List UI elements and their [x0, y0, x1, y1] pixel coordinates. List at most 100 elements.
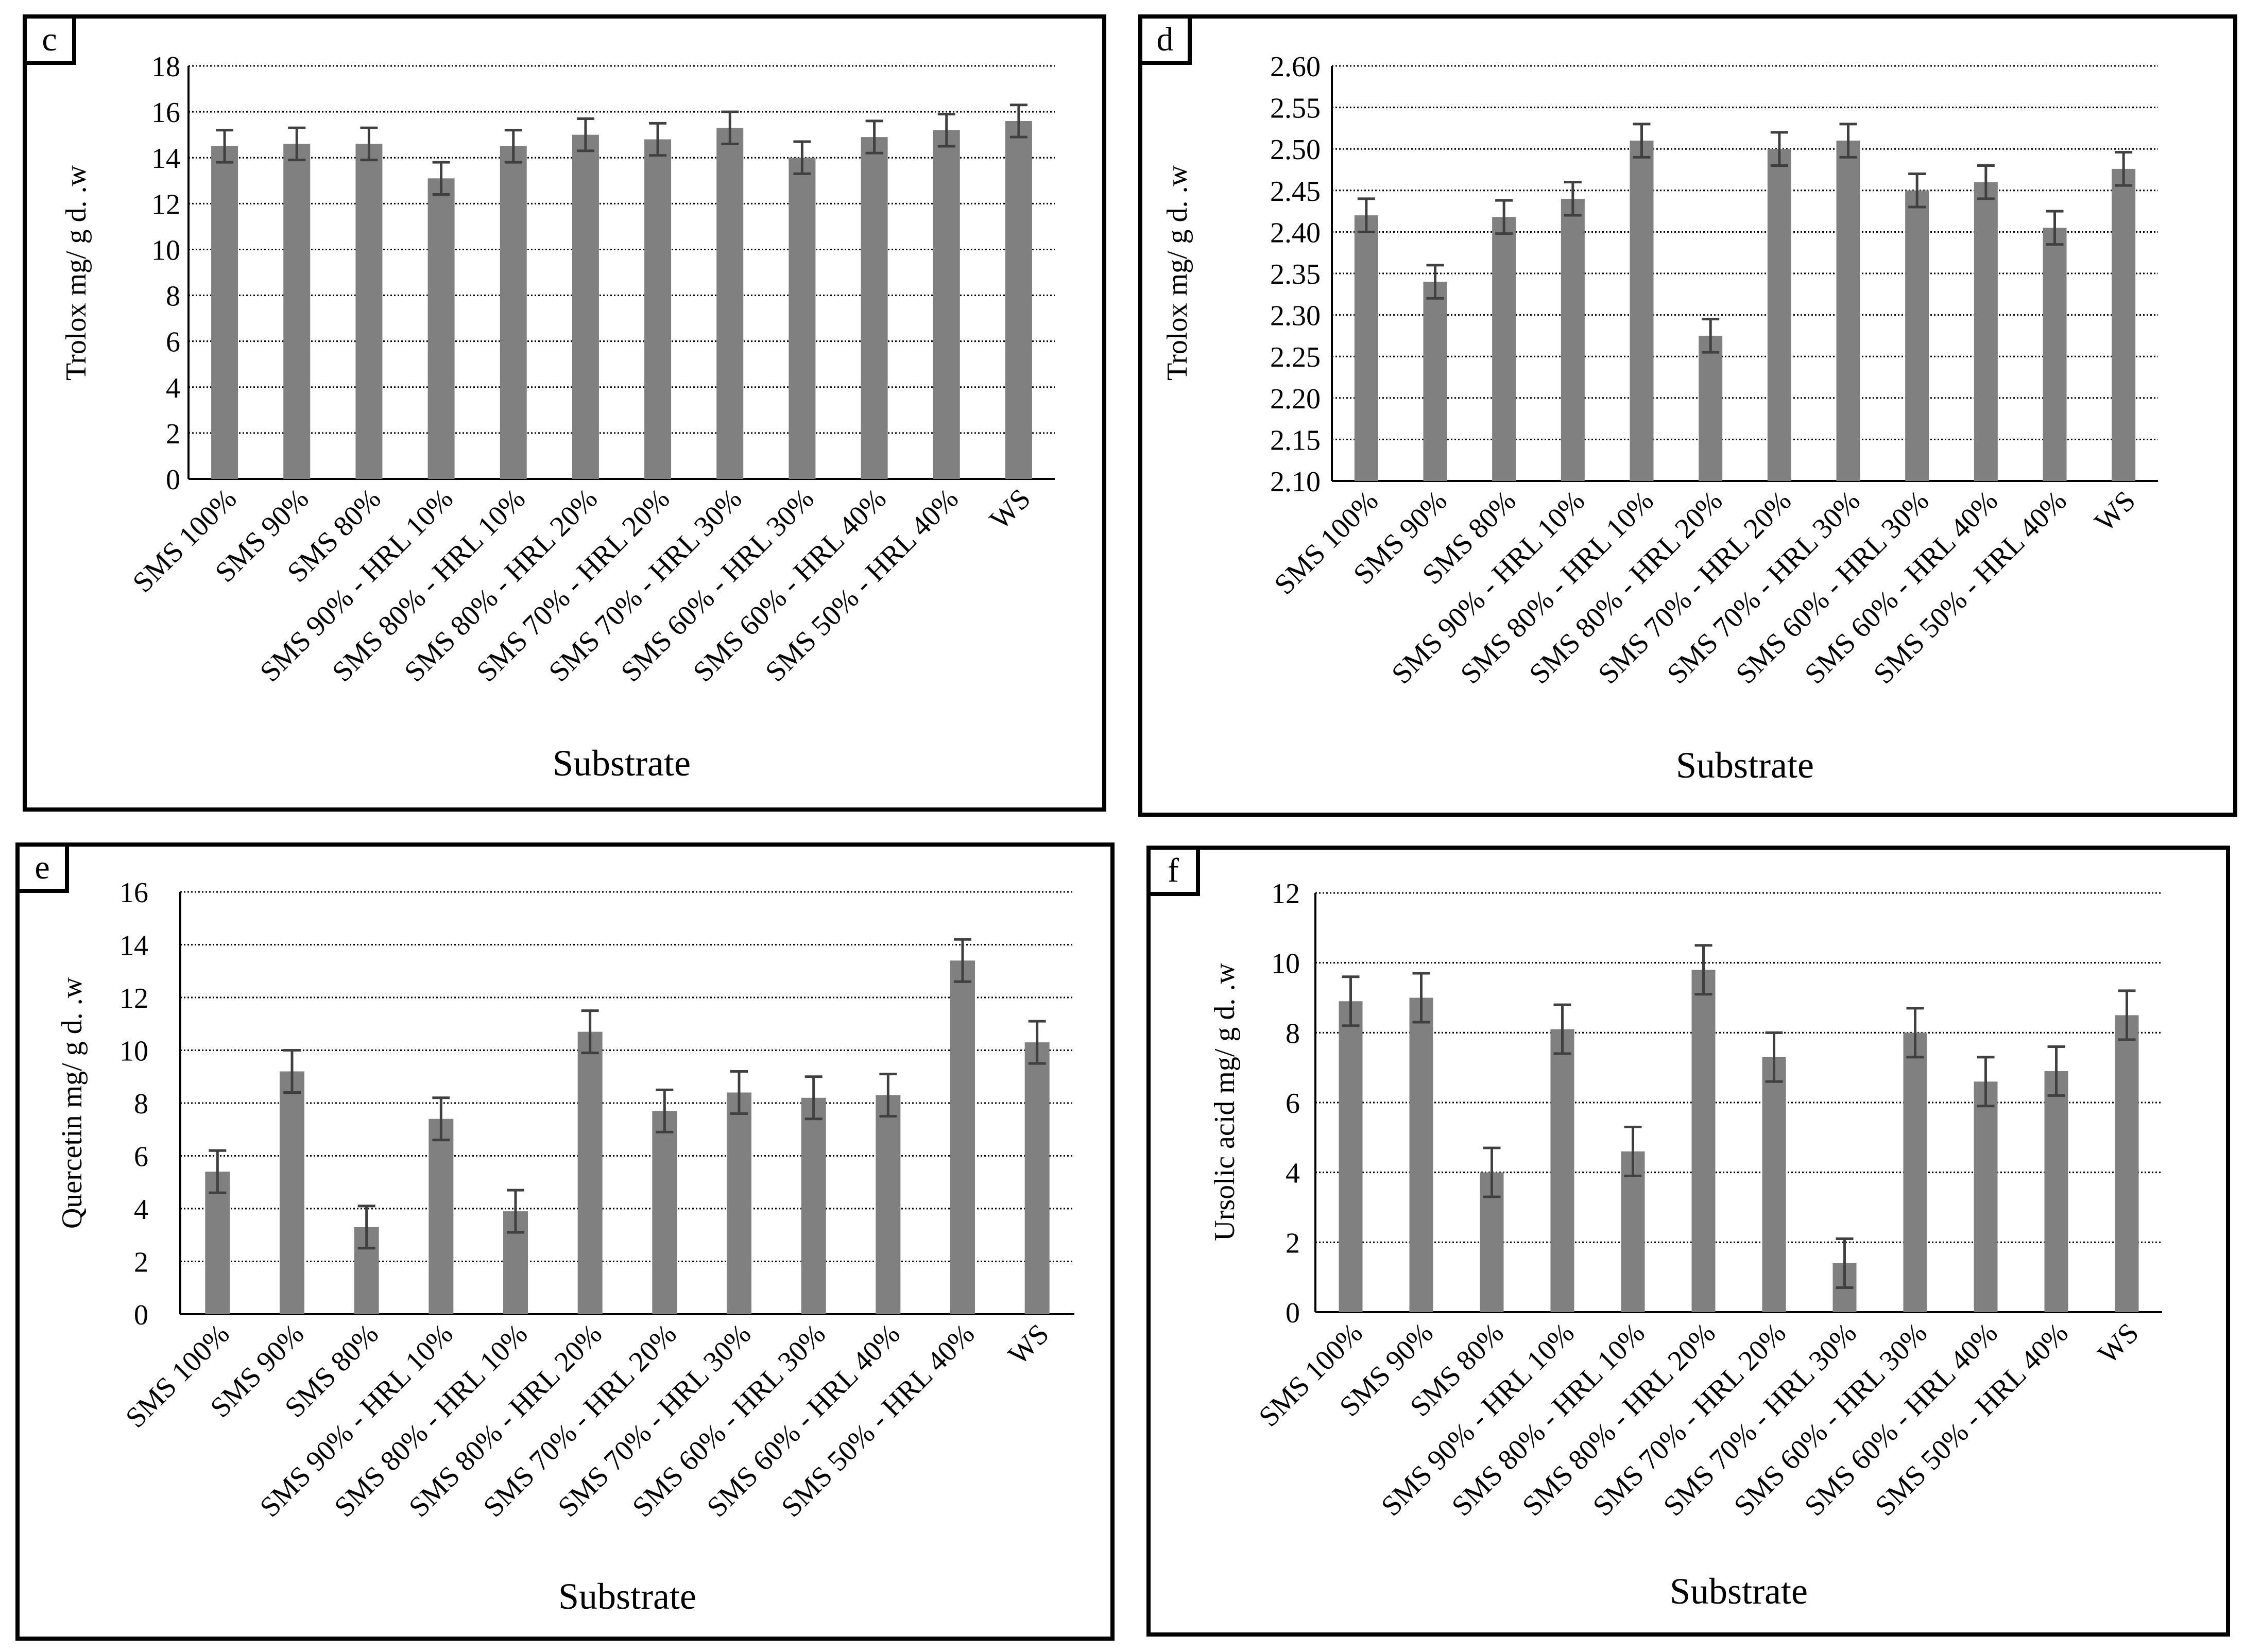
bar — [1691, 970, 1716, 1312]
y-tick-label: 2 — [134, 1247, 148, 1279]
bar — [427, 178, 455, 479]
panel-label-f: f — [1146, 846, 1200, 896]
bar — [861, 137, 888, 479]
bar — [283, 144, 311, 479]
y-tick-label: 2 — [166, 418, 180, 450]
bar — [950, 960, 975, 1314]
x-category-label: WS — [984, 483, 1037, 536]
y-tick-label: 16 — [119, 877, 148, 909]
bar — [2044, 1071, 2068, 1312]
bar — [429, 1118, 454, 1314]
bar — [1630, 141, 1654, 481]
y-tick-label: 6 — [1286, 1088, 1300, 1120]
y-tick-label: 14 — [151, 143, 180, 175]
bar — [572, 134, 599, 479]
y-tick-label: 12 — [151, 188, 180, 220]
bar — [1024, 1042, 1050, 1314]
bar — [1339, 1001, 1363, 1312]
chart-panel-e: e 0 2 4 6 8 10 12 14 16 SMS 100% SMS 90% SMS 80% SMS… — [15, 842, 1115, 1641]
y-tick-label: 10 — [1271, 948, 1300, 980]
bar — [1699, 335, 1723, 481]
bar — [1767, 149, 1791, 481]
y-tick-label: 18 — [151, 51, 180, 83]
bar — [205, 1172, 230, 1314]
bar — [280, 1071, 304, 1314]
y-tick-label: 10 — [119, 1036, 148, 1068]
bar — [1836, 141, 1860, 481]
y-tick-label: 4 — [134, 1194, 148, 1226]
x-axis-title: Substrate — [553, 743, 691, 784]
x-axis-title: Substrate — [558, 1576, 696, 1617]
x-category-label: SMS 100% — [119, 1318, 235, 1434]
chart-panel-d: d 2.10 2.15 2.20 2.25 2.30 2.35 2.40 2.45 2.50 2.… — [1138, 14, 2237, 817]
bar — [652, 1111, 677, 1314]
bar — [801, 1097, 826, 1314]
bar — [727, 1092, 751, 1314]
panel-label-d: d — [1138, 14, 1192, 65]
bar — [1423, 282, 1447, 481]
panel-label-e: e — [15, 842, 69, 893]
panel-label-c: c — [23, 14, 76, 65]
bar — [2043, 228, 2067, 481]
y-tick-label: 4 — [166, 372, 180, 404]
y-tick-label: 0 — [1286, 1297, 1300, 1329]
x-axis-title: Substrate — [1670, 1571, 1808, 1612]
bar — [211, 146, 238, 479]
y-tick-label: 16 — [151, 97, 180, 129]
bar — [1354, 215, 1378, 481]
y-tick-label: 2.40 — [1270, 217, 1321, 249]
y-tick-label: 2.15 — [1270, 424, 1321, 456]
bar — [1409, 997, 1433, 1312]
chart-panel-c: c 0 2 4 6 8 10 12 14 16 18 SMS 100% SMS 90% SMS 80% S… — [23, 14, 1106, 812]
y-tick-label: 6 — [166, 326, 180, 358]
y-tick-label: 2.55 — [1270, 93, 1321, 125]
y-tick-label: 2.50 — [1270, 134, 1321, 166]
bar — [500, 146, 527, 479]
bar — [577, 1031, 603, 1314]
y-tick-label: 8 — [134, 1088, 148, 1120]
y-tick-label: 8 — [1286, 1018, 1300, 1049]
y-tick-label: 8 — [166, 281, 180, 313]
y-tick-label: 12 — [1271, 878, 1300, 910]
y-tick-label: 2.10 — [1270, 466, 1321, 498]
y-tick-label: 0 — [166, 464, 180, 496]
y-tick-label: 10 — [151, 234, 180, 266]
y-tick-label: 2.25 — [1270, 341, 1321, 373]
bar — [1974, 1081, 1998, 1312]
bar — [1621, 1151, 1645, 1312]
x-category-label: WS — [1002, 1318, 1055, 1371]
x-category-label: WS — [2088, 485, 2142, 538]
y-axis-title: Ursolic acid mg/ g d. .w — [1209, 963, 1241, 1241]
bar — [1550, 1029, 1574, 1312]
y-axis-title: Quercetin mg/ g d. .w — [56, 977, 88, 1229]
bar — [789, 158, 816, 479]
y-tick-label: 2.60 — [1270, 51, 1321, 83]
y-tick-label: 2.45 — [1270, 176, 1321, 208]
y-axis-title: Trolox mg/ g d. .w — [60, 165, 92, 381]
x-category-label: WS — [2092, 1317, 2145, 1370]
bar — [1903, 1032, 1927, 1312]
bar — [933, 130, 960, 479]
chart-d: 2.10 2.15 2.20 2.25 2.30 2.35 2.40 2.45 2.50 2.55… — [1161, 51, 2158, 786]
bar — [2112, 168, 2136, 481]
y-tick-label: 12 — [119, 983, 148, 1014]
bar — [1561, 198, 1585, 481]
y-tick-label: 2.20 — [1270, 383, 1321, 415]
y-tick-label: 14 — [119, 930, 148, 962]
bar — [1492, 217, 1516, 481]
y-tick-label: 2.35 — [1270, 259, 1321, 290]
chart-panel-f: f 0 2 4 6 8 10 12 SMS 100% SMS 90% SMS 80% SMS 90%… — [1146, 846, 2230, 1637]
bar — [2115, 1015, 2139, 1312]
y-tick-label: 2 — [1286, 1227, 1300, 1259]
bar — [355, 144, 383, 479]
bar — [1905, 190, 1929, 481]
y-tick-label: 4 — [1286, 1158, 1300, 1190]
bar — [1762, 1057, 1786, 1312]
y-tick-label: 6 — [134, 1141, 148, 1173]
bar — [1005, 121, 1032, 479]
bar — [876, 1095, 901, 1314]
bar — [716, 128, 744, 479]
y-tick-label: 0 — [134, 1299, 148, 1331]
bar — [1974, 182, 1998, 481]
y-axis-title: Trolox mg/ g d. .w — [1161, 165, 1193, 381]
